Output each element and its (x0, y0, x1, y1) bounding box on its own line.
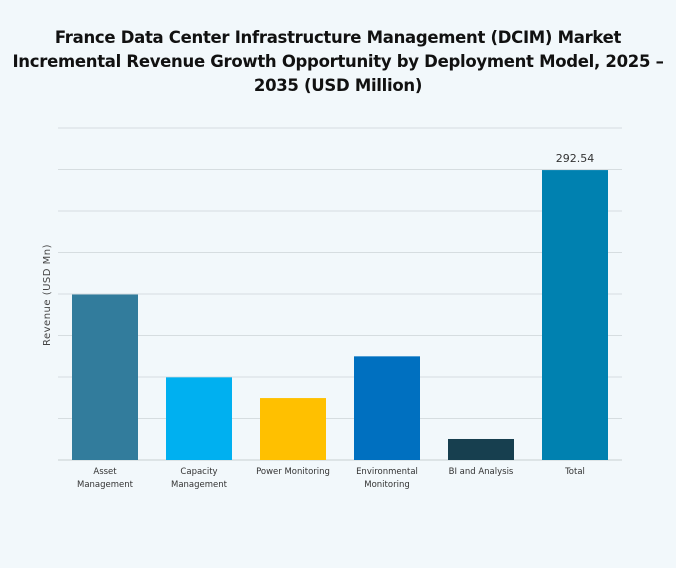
x-tick-label: Total (564, 467, 585, 477)
x-tick-label: Management (77, 480, 134, 490)
bar (166, 377, 232, 460)
bars: 292.54 (72, 152, 608, 460)
gridlines (58, 127, 622, 461)
x-tick-label: Management (171, 480, 228, 490)
y-axis-label: Revenue (USD Mn) (42, 244, 53, 346)
data-label: 292.54 (556, 152, 595, 165)
bar (260, 398, 326, 460)
bar (72, 294, 138, 460)
bar (542, 170, 608, 460)
x-tick-label: Asset (93, 467, 117, 477)
chart-title: France Data Center Infrastructure Manage… (12, 28, 664, 95)
x-tick-label: Environmental (356, 467, 418, 477)
x-tick-labels: Asset Management Capacity Management Power M… (77, 467, 585, 490)
bar (354, 356, 420, 460)
x-tick-label: Monitoring (364, 480, 409, 490)
x-tick-label: Power Monitoring (256, 467, 330, 477)
bar (448, 438, 514, 460)
x-tick-label: BI and Analysis (449, 467, 514, 477)
x-tick-label: Capacity (180, 467, 217, 477)
